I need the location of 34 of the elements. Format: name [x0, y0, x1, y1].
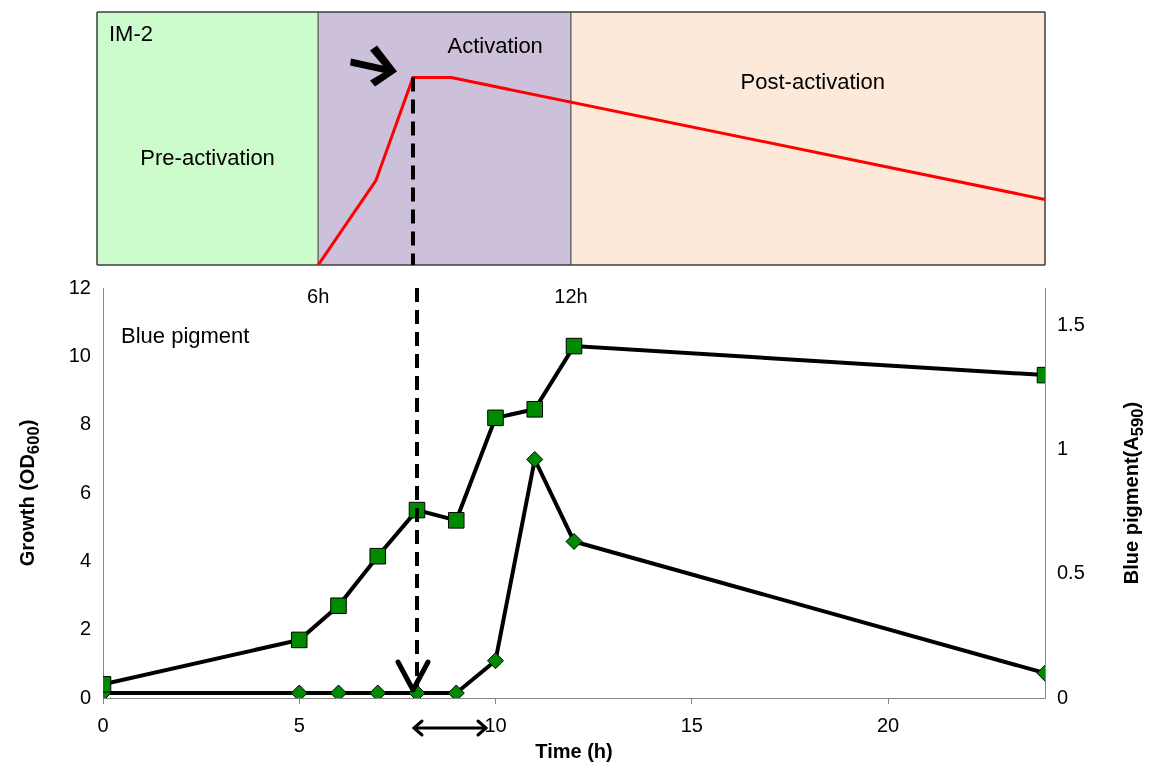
point	[330, 597, 347, 615]
y-tick-label: 6	[79, 480, 91, 503]
point	[526, 401, 544, 418]
y-tick-label: 2	[79, 617, 91, 640]
point	[526, 450, 544, 468]
point	[565, 532, 583, 550]
y2-tick-label: 1.5	[1057, 312, 1085, 335]
x-tick-label: 20	[876, 713, 900, 736]
x-tick-label: 6h	[307, 284, 330, 307]
band-label: Activation	[447, 33, 543, 59]
point	[369, 547, 387, 565]
y2-tick-label: 0.5	[1057, 561, 1085, 584]
y-tick-label: 8	[79, 412, 91, 435]
text: IM-2	[109, 21, 153, 47]
point	[447, 512, 465, 529]
x-axis-title: Time (h)	[535, 740, 613, 763]
y-tick-label: 10	[68, 343, 91, 366]
y-tick-label: 0	[79, 685, 91, 708]
x-tick-label: 5	[293, 713, 305, 736]
point	[487, 652, 504, 670]
point	[290, 631, 308, 649]
point	[487, 409, 504, 427]
y-tick-label: 12	[68, 275, 91, 298]
x-tick-label: 15	[680, 713, 703, 736]
x-tick-label: 10	[484, 713, 507, 736]
x-tick-label: 12h	[554, 284, 588, 307]
y2-tick-label: 1	[1057, 437, 1069, 460]
y-tick-label: 4	[79, 548, 91, 571]
y2-tick-label: 0	[1057, 685, 1069, 708]
annotation: Blue pigment	[121, 323, 250, 349]
band-label: Pre-activation	[140, 144, 275, 170]
band-label: Post-activation	[740, 68, 885, 94]
point	[565, 337, 583, 355]
x-tick-label: 0	[97, 713, 109, 736]
